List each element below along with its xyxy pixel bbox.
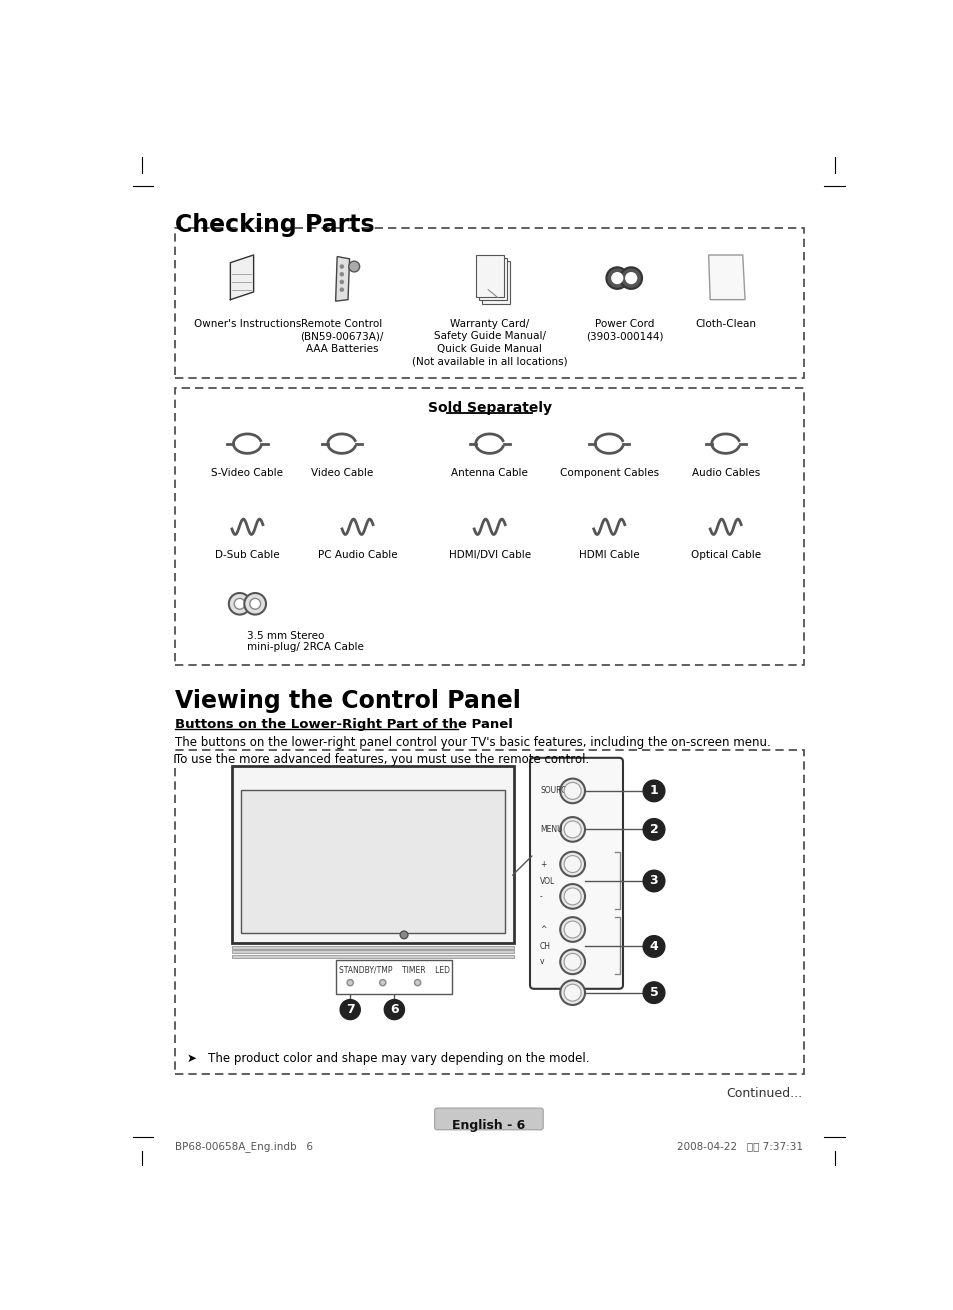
- Circle shape: [234, 599, 245, 609]
- Text: PC Audio Cable: PC Audio Cable: [317, 550, 397, 559]
- FancyBboxPatch shape: [530, 757, 622, 989]
- Circle shape: [250, 599, 260, 609]
- Bar: [232, 765, 514, 943]
- Polygon shape: [476, 255, 503, 297]
- Circle shape: [415, 980, 420, 985]
- Circle shape: [642, 982, 664, 1003]
- Circle shape: [399, 931, 408, 939]
- Text: STANDBY/TMP    TIMER    LED: STANDBY/TMP TIMER LED: [338, 965, 450, 975]
- Circle shape: [340, 272, 343, 276]
- Circle shape: [244, 593, 266, 614]
- Circle shape: [563, 954, 580, 971]
- Text: SOURCE: SOURCE: [539, 786, 571, 795]
- Circle shape: [559, 980, 584, 1005]
- Text: v: v: [539, 958, 544, 967]
- Text: VOL: VOL: [539, 876, 555, 886]
- Bar: [335, 959, 452, 994]
- Text: -: -: [539, 892, 542, 901]
- Bar: [241, 790, 505, 933]
- Circle shape: [340, 265, 343, 269]
- Text: Owner's Instructions: Owner's Instructions: [193, 318, 301, 329]
- Text: 5: 5: [649, 986, 658, 1000]
- Text: 7: 7: [345, 1003, 355, 1017]
- Circle shape: [619, 267, 641, 290]
- Text: BP68-00658A_Eng.indb   6: BP68-00658A_Eng.indb 6: [174, 1141, 313, 1153]
- Circle shape: [559, 852, 584, 876]
- Circle shape: [642, 781, 664, 802]
- Text: Audio Cables: Audio Cables: [691, 468, 759, 478]
- Text: Cloth-Clean: Cloth-Clean: [695, 318, 756, 329]
- Circle shape: [563, 782, 580, 799]
- Circle shape: [559, 778, 584, 803]
- Text: Viewing the Control Panel: Viewing the Control Panel: [174, 689, 520, 713]
- Circle shape: [229, 593, 251, 614]
- FancyBboxPatch shape: [435, 1108, 542, 1129]
- Text: 3: 3: [649, 875, 658, 887]
- Circle shape: [559, 917, 584, 942]
- Circle shape: [563, 888, 580, 905]
- Circle shape: [340, 288, 343, 291]
- Text: 1: 1: [649, 785, 658, 798]
- FancyBboxPatch shape: [174, 228, 803, 379]
- Text: Buttons on the Lower-Right Part of the Panel: Buttons on the Lower-Right Part of the P…: [174, 718, 513, 731]
- Text: Power Cord
(3903-000144): Power Cord (3903-000144): [586, 318, 663, 342]
- Circle shape: [642, 819, 664, 840]
- Text: English - 6: English - 6: [452, 1119, 525, 1132]
- Polygon shape: [481, 261, 509, 304]
- Circle shape: [563, 855, 580, 872]
- Bar: [232, 950, 514, 954]
- Bar: [232, 946, 514, 948]
- Circle shape: [625, 272, 636, 283]
- Text: Sold Separately: Sold Separately: [427, 401, 551, 414]
- Circle shape: [340, 1000, 360, 1019]
- Text: 4: 4: [649, 941, 658, 952]
- Polygon shape: [478, 258, 506, 300]
- Circle shape: [559, 884, 584, 909]
- Text: D-Sub Cable: D-Sub Cable: [214, 550, 279, 559]
- FancyBboxPatch shape: [174, 751, 803, 1073]
- Text: S-Video Cable: S-Video Cable: [212, 468, 283, 478]
- Text: The buttons on the lower-right panel control your TV's basic features, including: The buttons on the lower-right panel con…: [174, 736, 770, 766]
- Text: MENU: MENU: [539, 825, 562, 834]
- Circle shape: [384, 1000, 404, 1019]
- Circle shape: [563, 984, 580, 1001]
- Text: Continued...: Continued...: [726, 1087, 802, 1100]
- Circle shape: [559, 817, 584, 842]
- Text: +: +: [539, 859, 546, 869]
- Text: Optical Cable: Optical Cable: [690, 550, 760, 559]
- Circle shape: [563, 921, 580, 938]
- Text: ➤   The product color and shape may vary depending on the model.: ➤ The product color and shape may vary d…: [187, 1052, 589, 1065]
- Text: CH: CH: [539, 942, 551, 951]
- Polygon shape: [230, 255, 253, 300]
- Bar: [232, 955, 514, 958]
- Circle shape: [347, 980, 353, 985]
- Text: 6: 6: [390, 1003, 398, 1017]
- Circle shape: [642, 935, 664, 958]
- FancyBboxPatch shape: [174, 388, 803, 665]
- Circle shape: [611, 272, 622, 283]
- Text: HDMI Cable: HDMI Cable: [578, 550, 639, 559]
- Circle shape: [642, 870, 664, 892]
- Polygon shape: [708, 255, 744, 300]
- Circle shape: [606, 267, 627, 290]
- Text: 3.5 mm Stereo
mini-plug/ 2RCA Cable: 3.5 mm Stereo mini-plug/ 2RCA Cable: [247, 630, 364, 652]
- Polygon shape: [335, 257, 349, 301]
- Circle shape: [340, 280, 343, 283]
- Text: Antenna Cable: Antenna Cable: [451, 468, 528, 478]
- Text: Video Cable: Video Cable: [311, 468, 373, 478]
- Text: HDMI/DVI Cable: HDMI/DVI Cable: [448, 550, 530, 559]
- Text: Remote Control
(BN59-00673A)/
AAA Batteries: Remote Control (BN59-00673A)/ AAA Batter…: [300, 318, 383, 354]
- Text: Checking Parts: Checking Parts: [174, 212, 375, 237]
- Text: ^: ^: [539, 925, 546, 934]
- Text: 2008-04-22   오후 7:37:31: 2008-04-22 오후 7:37:31: [676, 1141, 802, 1151]
- Circle shape: [349, 261, 359, 272]
- Circle shape: [559, 950, 584, 975]
- Circle shape: [563, 821, 580, 838]
- Text: Component Cables: Component Cables: [559, 468, 659, 478]
- Text: Warranty Card/
Safety Guide Manual/
Quick Guide Manual
(Not available in all loc: Warranty Card/ Safety Guide Manual/ Quic…: [412, 318, 567, 365]
- Text: 2: 2: [649, 823, 658, 836]
- Circle shape: [379, 980, 385, 985]
